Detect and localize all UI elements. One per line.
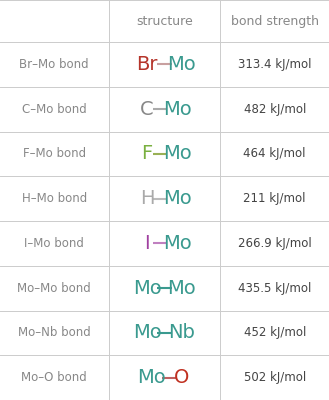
Text: 313.4 kJ/mol: 313.4 kJ/mol (238, 58, 312, 71)
Text: Mo–Nb bond: Mo–Nb bond (18, 326, 91, 339)
Text: 435.5 kJ/mol: 435.5 kJ/mol (238, 282, 312, 295)
Text: Br: Br (136, 55, 158, 74)
Text: Mo: Mo (163, 144, 192, 164)
Text: H: H (140, 189, 154, 208)
Text: C–Mo bond: C–Mo bond (22, 103, 87, 116)
Text: H–Mo bond: H–Mo bond (22, 192, 87, 205)
Text: 482 kJ/mol: 482 kJ/mol (243, 103, 306, 116)
Text: Mo: Mo (133, 279, 162, 298)
Text: F: F (141, 144, 153, 164)
Text: Nb: Nb (168, 323, 195, 342)
Text: Mo: Mo (163, 234, 192, 253)
Text: 266.9 kJ/mol: 266.9 kJ/mol (238, 237, 312, 250)
Text: structure: structure (136, 14, 193, 28)
Text: bond strength: bond strength (231, 14, 319, 28)
Text: C: C (140, 100, 154, 119)
Text: Mo: Mo (163, 189, 192, 208)
Text: O: O (174, 368, 190, 387)
Text: Mo: Mo (133, 323, 162, 342)
Text: Mo: Mo (163, 100, 192, 119)
Text: Br–Mo bond: Br–Mo bond (19, 58, 89, 71)
Text: Mo: Mo (167, 279, 196, 298)
Text: 452 kJ/mol: 452 kJ/mol (243, 326, 306, 339)
Text: 502 kJ/mol: 502 kJ/mol (243, 371, 306, 384)
Text: Mo: Mo (137, 368, 166, 387)
Text: Mo–O bond: Mo–O bond (21, 371, 87, 384)
Text: 464 kJ/mol: 464 kJ/mol (243, 148, 306, 160)
Text: Mo–Mo bond: Mo–Mo bond (17, 282, 91, 295)
Text: F–Mo bond: F–Mo bond (23, 148, 86, 160)
Text: 211 kJ/mol: 211 kJ/mol (243, 192, 306, 205)
Text: I: I (144, 234, 150, 253)
Text: Mo: Mo (167, 55, 196, 74)
Text: I–Mo bond: I–Mo bond (24, 237, 84, 250)
